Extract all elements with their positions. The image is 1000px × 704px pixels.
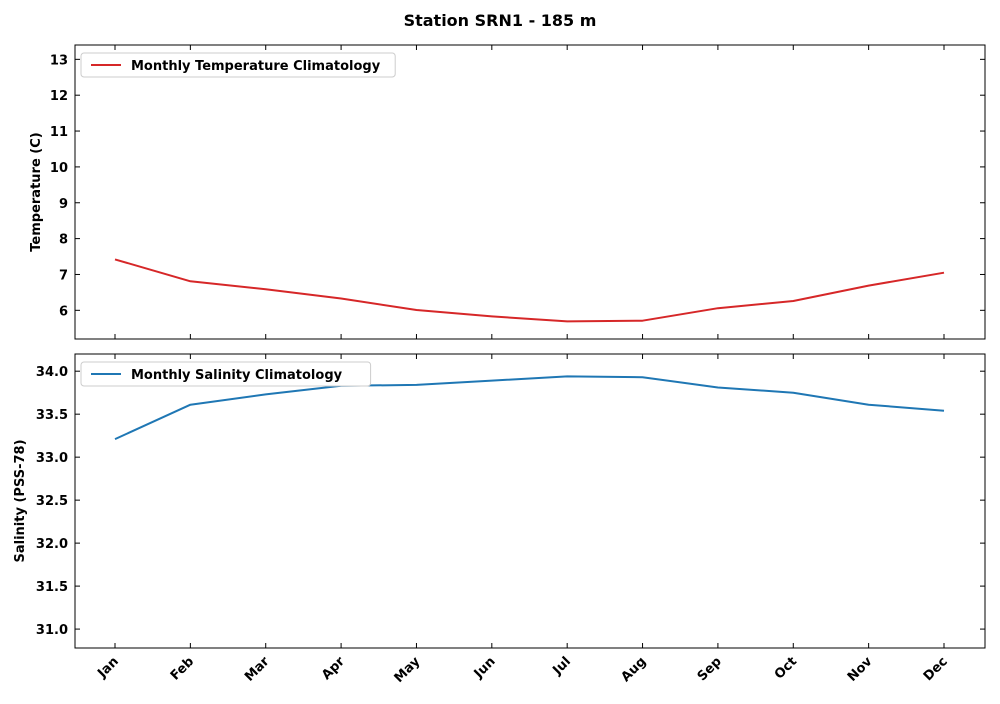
x-tick-label-jan: Jan (94, 654, 121, 681)
salinity-panel: Jan Feb Mar Apr May Jun Jul Aug Sep Oct Nov Dec 31.0… (13, 354, 985, 686)
temperature-series-line (115, 259, 944, 321)
x-tick-label-jun: Jun (471, 654, 499, 682)
temperature-y-tick-label: 7 (59, 268, 68, 283)
x-tick-label-sep: Sep (695, 654, 725, 684)
temperature-y-tick-label: 11 (50, 125, 68, 140)
salinity-axes-frame (75, 354, 985, 648)
x-tick-label-dec: Dec (921, 654, 951, 684)
salinity-y-tick-label: 34.0 (36, 365, 68, 380)
salinity-y-tick-label: 31.5 (36, 580, 68, 595)
x-tick-label-apr: Apr (319, 654, 348, 683)
x-tick-label-feb: Feb (168, 654, 197, 683)
temperature-y-tick-label: 6 (59, 304, 68, 319)
temperature-y-axis-label: Temperature (C) (29, 132, 44, 251)
temperature-y-tick-label: 10 (50, 161, 68, 176)
temperature-y-tick-label: 8 (59, 233, 68, 248)
chart-title: Station SRN1 - 185 m (404, 11, 597, 30)
temperature-axes-frame (75, 45, 985, 339)
salinity-y-tick-label: 31.0 (36, 623, 68, 638)
x-tick-label-mar: Mar (242, 654, 273, 685)
x-tick-label-may: May (392, 654, 424, 686)
salinity-y-tick-label: 33.0 (36, 451, 68, 466)
temperature-panel: 6 7 8 9 10 11 12 13 Temperature (C) Monthly Tempe… (29, 45, 985, 339)
salinity-y-tick-label: 33.5 (36, 408, 68, 423)
x-tick-label-nov: Nov (845, 654, 876, 685)
salinity-y-tick-label: 32.5 (36, 494, 68, 509)
temperature-y-tick-label: 12 (50, 89, 68, 104)
x-tick-label-oct: Oct (772, 654, 800, 682)
salinity-y-axis-label: Salinity (PSS-78) (13, 439, 28, 562)
salinity-y-tick-label: 32.0 (36, 537, 68, 552)
x-tick-label-jul: Jul (550, 654, 574, 678)
temperature-y-tick-label: 9 (59, 197, 68, 212)
temperature-y-tick-label: 13 (50, 53, 68, 68)
x-tick-label-aug: Aug (619, 654, 650, 685)
salinity-legend-label: Monthly Salinity Climatology (131, 368, 343, 383)
temperature-legend-label: Monthly Temperature Climatology (131, 59, 381, 74)
